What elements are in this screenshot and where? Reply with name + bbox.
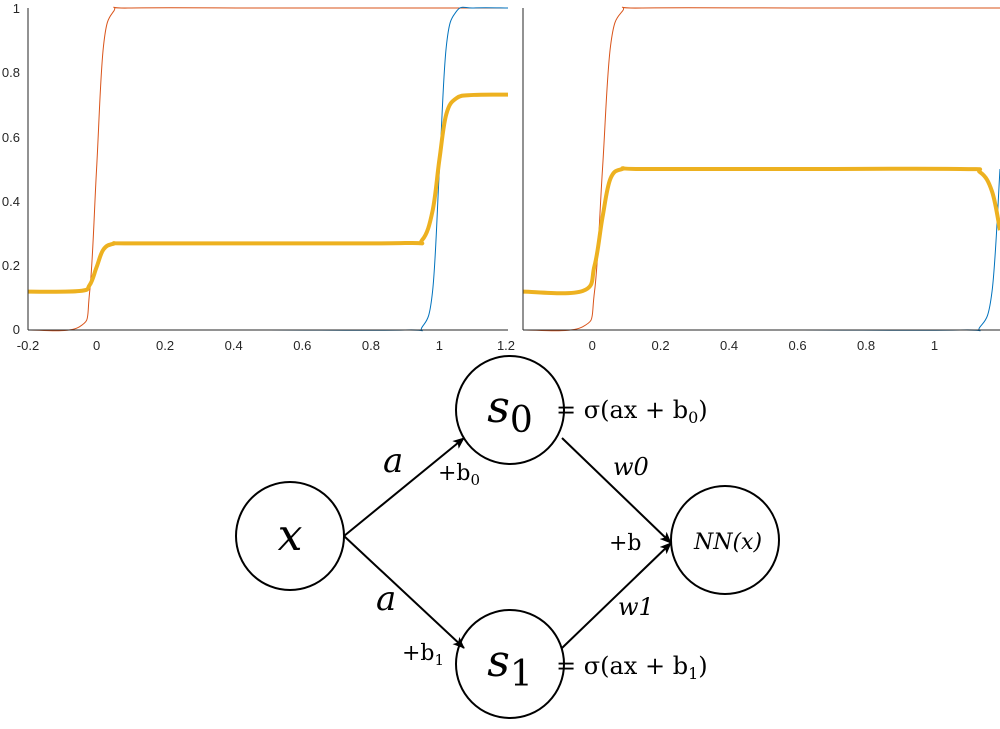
right-xtick-label: 0.4 — [720, 338, 738, 353]
s1-equation-sub: 1 — [688, 664, 698, 683]
left-xtick-label: 0.6 — [293, 338, 311, 353]
node-nn-label: NN(x) — [693, 530, 762, 555]
right-plot-lines — [522, 6, 1000, 332]
edge-label-w0: w0 — [613, 453, 649, 481]
left-ytick-label: 0 — [13, 322, 20, 337]
node-s0-base: s — [487, 382, 510, 433]
edge-label-w1: w1 — [618, 593, 654, 621]
edge-label-plus-b: +b — [609, 531, 642, 556]
node-s0-label: s0 — [487, 382, 533, 441]
s0-equation-main: = σ(ax + b — [556, 396, 688, 424]
left-xtick-label: 1 — [436, 338, 443, 353]
right-xtick-label: 1 — [931, 338, 938, 353]
plus-b1-main: +b — [402, 641, 435, 666]
left-plot-lines — [27, 6, 509, 332]
right-chart: 0 0.2 0.4 0.6 0.8 1 — [522, 6, 1000, 353]
node-s0 — [455, 355, 565, 465]
left-x-ticks: -0.2 0 0.2 0.4 0.6 0.8 1 1.2 — [17, 338, 515, 353]
right-xtick-label: 0.8 — [857, 338, 875, 353]
node-s1 — [455, 609, 565, 719]
s1-equation-close: ) — [698, 652, 707, 680]
s1-equation-main: = σ(ax + b — [556, 652, 688, 680]
left-xtick-label: 0.2 — [156, 338, 174, 353]
left-ytick-label: 0.6 — [2, 130, 20, 145]
right-xtick-label: 0 — [589, 338, 596, 353]
node-s1-label: s1 — [487, 636, 533, 695]
right-xtick-label: 0.6 — [789, 338, 807, 353]
plus-b1-sub: 1 — [435, 651, 445, 669]
edge-label-plus-b0: +b0 — [438, 461, 480, 489]
edge-s1-nn — [561, 542, 672, 649]
plus-b0-sub: 0 — [471, 471, 481, 489]
s1-equation: = σ(ax + b1) — [556, 652, 708, 683]
left-xtick-label: 0 — [93, 338, 100, 353]
left-chart: 0 0.2 0.4 0.6 0.8 1 -0.2 0 0.2 0.4 0.6 0… — [2, 1, 515, 353]
left-xtick-label: 1.2 — [497, 338, 515, 353]
network-diagram: x s0 s1 NN(x) = σ(ax + b0) = σ(ax + b1) … — [235, 355, 780, 719]
left-relu-sigmoid-s0-line — [27, 6, 508, 332]
left-y-ticks: 0 0.2 0.4 0.6 0.8 1 — [2, 1, 20, 337]
left-nn-output-line — [27, 92, 509, 294]
node-s1-base: s — [487, 636, 510, 687]
left-ytick-label: 0.2 — [2, 258, 20, 273]
node-x-label: x — [278, 510, 303, 561]
left-ytick-label: 1 — [13, 1, 20, 16]
right-x-ticks: 0 0.2 0.4 0.6 0.8 1 — [589, 338, 939, 353]
edge-x-s1 — [343, 535, 465, 649]
left-ytick-label: 0.4 — [2, 194, 20, 209]
right-nn-output-line — [522, 166, 1000, 296]
right-relu-sigmoid-s0-line — [522, 6, 1000, 332]
node-s1-sub: 1 — [510, 654, 533, 695]
right-sigmoid-s1-line — [523, 168, 1000, 332]
plus-b0-main: +b — [438, 461, 471, 486]
right-xtick-label: 0.2 — [652, 338, 670, 353]
s0-equation-close: ) — [698, 396, 707, 424]
node-s0-sub: 0 — [510, 400, 533, 441]
s0-equation-sub: 0 — [688, 408, 698, 427]
left-ytick-label: 0.8 — [2, 65, 20, 80]
left-sigmoid-s1-line — [28, 6, 509, 332]
left-xtick-label: -0.2 — [17, 338, 39, 353]
edge-label-a-bottom: a — [376, 579, 396, 619]
edge-label-plus-b1: +b1 — [402, 641, 444, 669]
edge-x-s0 — [343, 437, 465, 537]
edge-label-a-top: a — [383, 441, 403, 481]
s0-equation: = σ(ax + b0) — [556, 396, 708, 427]
edge-s0-nn — [561, 437, 672, 544]
left-xtick-label: 0.8 — [362, 338, 380, 353]
left-xtick-label: 0.4 — [225, 338, 243, 353]
